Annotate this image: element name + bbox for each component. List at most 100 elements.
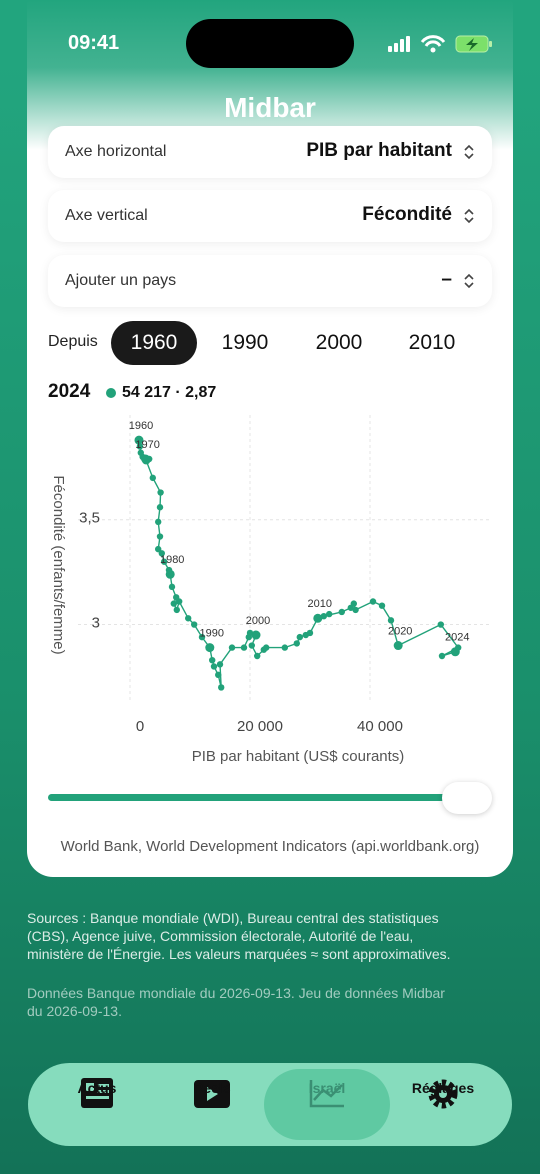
point-label: 2020 [388,625,412,637]
range-option[interactable]: 2010 [408,331,456,354]
x-tick-label: 20 000 [237,718,283,735]
y-axis-title: Fécondité (enfants/femme) [50,475,67,654]
data-point [134,435,144,445]
data-point [240,644,248,651]
chevron [464,273,474,289]
data-point [173,606,180,614]
dynamic-island [186,19,354,68]
app-title: Midbar [224,92,316,123]
chart: 3 3,5 0 20 000 40 000 PIB par habitant (US$ c… [50,415,490,765]
point-label: 1960 [129,420,153,432]
data-point [306,629,314,637]
data-point [210,663,218,670]
selector-label: Ajouter un pays [65,272,177,289]
data-point [378,602,386,609]
tab-label[interactable]: Israël [308,1080,346,1096]
data-point [158,550,165,557]
data-point [320,612,327,620]
tab-icons [81,1078,458,1109]
y-tick-label: 3 [92,615,100,632]
data-point [141,454,151,464]
data-point [438,652,446,660]
tab-selected-bg [264,1069,390,1140]
data-point [156,533,164,540]
data-point [369,598,377,605]
point-label: 2000 [246,615,270,627]
selector-value: Fécondité [362,204,452,225]
data-point [248,642,255,649]
data-point [393,641,403,651]
data-point [338,608,345,616]
data-point [313,613,323,623]
status-time: 09:41 [68,32,120,54]
data-point [326,610,333,618]
range-option[interactable]: 1990 [221,331,269,354]
trajectory-line [138,440,460,688]
selector-label: Axe horizontal [65,143,167,160]
data-point [155,518,162,526]
chevron [464,208,474,224]
slider-track [48,794,458,801]
data-point [218,684,225,691]
slider-thumb[interactable] [442,782,492,814]
point-label: 1980 [160,554,184,566]
tab-label[interactable]: Actus [77,1080,117,1096]
readout-year: 2024 [48,381,91,402]
selector-row[interactable]: Axe vertical Fécondité [48,190,492,242]
tab-label[interactable]: Réglages [411,1080,475,1096]
footer-dates: Données Banque mondiale du 2026-09-13. J… [27,985,445,1001]
data-point [437,621,444,628]
data-point [281,644,288,651]
selector-value: PIB par habitant [306,140,452,161]
data-point [198,633,206,641]
data-point [185,615,192,622]
footer-dates: du 2026-09-13. [27,1003,122,1019]
data-point [170,600,177,607]
point-label: 1970 [135,439,159,451]
data-point [161,558,168,565]
data-point [293,640,300,647]
chevron [464,144,474,160]
footer-sources: Sources : Banque mondiale (WDI), Bureau … [27,910,439,926]
x-tick-label: 40 000 [357,718,403,735]
chart-source: World Bank, World Development Indicators… [60,838,480,855]
footer-sources: ministère de l'Énergie. Les valeurs marq… [27,946,451,962]
range-option[interactable]: 2000 [315,331,363,354]
x-axis-title: PIB par habitant (US$ courants) [192,748,405,765]
data-point [136,443,144,450]
data-point [156,504,164,511]
selector-label: Axe vertical [65,207,148,224]
tab-label[interactable]: Reels [193,1080,231,1096]
data-point [209,656,216,664]
data-point [251,630,261,640]
selector-row[interactable]: Ajouter un pays – [48,255,492,307]
y-tick-label: 3,5 [79,510,100,527]
data-point [149,474,156,482]
footer-sources: (CBS), Agence juive, Commission électora… [27,928,414,944]
range-label: Depuis [48,333,98,350]
range-option[interactable]: 1960 [111,321,197,365]
data-point [352,606,359,614]
readout-value: 54 217 · 2,87 [122,384,217,401]
point-label: 2010 [308,598,332,610]
selector-row[interactable]: Axe horizontal PIB par habitant [48,126,492,178]
data-point [296,633,303,641]
data-point [254,652,261,660]
data-point [450,647,460,657]
x-tick-label: 0 [136,718,144,735]
data-point [168,583,176,591]
data-point [387,617,395,624]
data-point [165,569,175,579]
data-point [263,644,270,651]
data-point [216,661,224,668]
data-point [157,489,164,496]
data-point [205,643,215,653]
point-label: 2024 [445,632,469,644]
point-label: 1990 [200,628,224,640]
data-point [228,644,236,651]
data-point [191,621,198,628]
data-point [155,545,162,553]
year-slider[interactable] [48,782,492,814]
status-icons [388,35,492,53]
